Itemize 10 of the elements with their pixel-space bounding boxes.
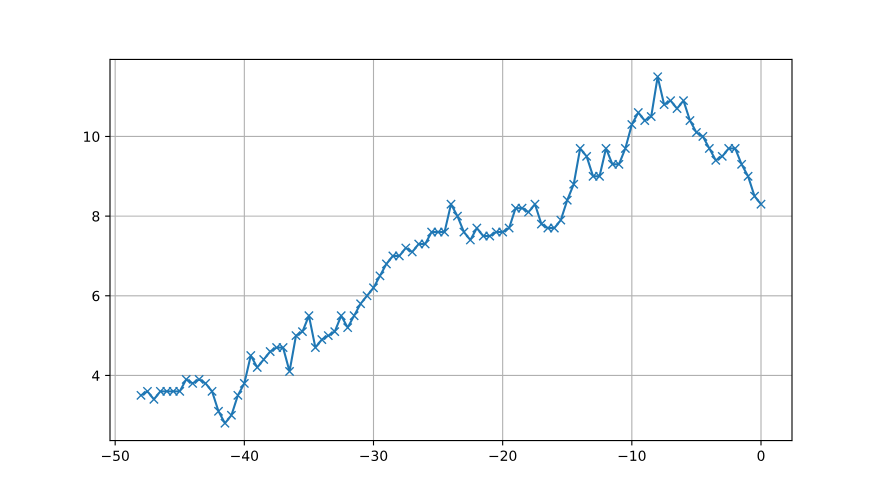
y-tick-label: 8 (92, 211, 100, 222)
x-tick-label: −10 (618, 450, 646, 462)
x-tick-label: −40 (231, 450, 258, 462)
x-tick-label: 0 (757, 450, 764, 462)
x-tick-label: −30 (360, 450, 388, 462)
y-tick-label: 6 (92, 290, 100, 302)
x-tick-label: −50 (102, 450, 129, 462)
x-tick-label: −20 (489, 450, 516, 462)
y-tick-label: 10 (84, 131, 100, 142)
y-tick-label: 4 (92, 370, 100, 381)
